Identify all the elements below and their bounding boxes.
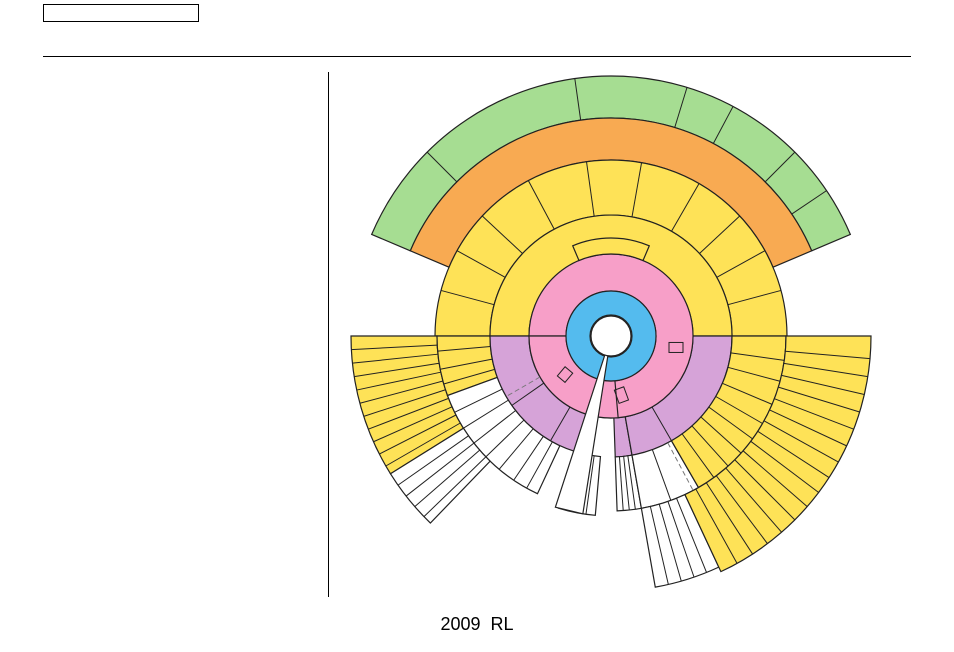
divider-yellow-top-outer-0: [440, 289, 495, 306]
divider-white-left-mid-1: [463, 399, 509, 429]
divider-yellow-right-outer-4: [734, 459, 796, 521]
divider-yellow-right-outer-5: [742, 450, 808, 507]
divider-yellow-right-outer-1: [705, 482, 754, 555]
divider-yellow-right-outer-13: [783, 362, 868, 378]
divider-green-outer-4: [764, 151, 796, 183]
divider-white-left-mid-6: [526, 441, 553, 489]
divider-yellow-left-outer-8: [379, 414, 457, 455]
divider-yellow-left-mid-1: [440, 358, 493, 370]
section-tab-box[interactable]: [43, 4, 199, 22]
divider-white-right-mid-0: [651, 449, 672, 501]
divider-yellow-left-mid-0: [437, 346, 491, 352]
divider-yellow-left-mid-2: [443, 368, 495, 385]
divider-yellow-right-mid-2: [700, 416, 742, 454]
divider-white-left-mid-5: [513, 436, 544, 481]
divider-yellow-right-outer-8: [763, 420, 839, 463]
divider-white-right-outer-3: [676, 498, 707, 573]
segment-blue-ring: [565, 290, 657, 382]
divider-purple-left-1: [550, 406, 571, 442]
divider-yellow-right-outer-2: [715, 475, 768, 544]
divider-yellow-top-outer-4: [586, 161, 595, 217]
divider-white-left-mid-0: [454, 388, 503, 413]
divider-white-left-mid-4: [498, 428, 534, 470]
divider-yellow-right-mid-5: [722, 382, 773, 405]
divider-yellow-top-outer-5: [631, 162, 643, 217]
divider-purple-left-0: [511, 382, 545, 406]
divider-yellow-top-outer-7: [699, 215, 741, 254]
divider-white-bottom-0: [618, 456, 624, 511]
divider-yellow-right-outer-0: [695, 488, 738, 564]
divider-yellow-right-outer-6: [750, 440, 819, 493]
divider-yellow-top-outer-8: [716, 250, 766, 278]
sidebar-divider: [328, 72, 329, 597]
divider-yellow-right-outer-9: [769, 409, 847, 447]
segment-yellow-right-outer: [684, 335, 872, 573]
indicator-square-2: [613, 386, 630, 405]
divider-green-outer-5: [791, 190, 827, 215]
divider-white-bottom-left-2: [585, 455, 595, 515]
segment-white-left-outer: [389, 427, 491, 524]
divider-yellow-top-outer-1: [456, 250, 506, 278]
divider-white-bottom-1: [623, 456, 630, 511]
divider-green-outer-0: [426, 151, 458, 183]
divider-yellow-right-outer-7: [757, 430, 830, 479]
segment-top-tab: [571, 237, 651, 262]
divider-white-right-outer-0: [649, 506, 669, 585]
divider-yellow-left-outer-0: [351, 344, 438, 351]
divider-white-right-outer-1: [658, 504, 682, 582]
divider-yellow-top-outer-9: [727, 289, 782, 306]
divider-yellow-right-mid-1: [691, 425, 729, 467]
divider-yellow-top-outer-2: [481, 215, 523, 254]
header-divider: [43, 56, 911, 57]
dashed-guide-1: [667, 442, 694, 491]
footer-model-year: 2009: [440, 614, 481, 634]
divider-yellow-top-outer-3: [527, 180, 555, 230]
divider-green-outer-1: [574, 78, 582, 121]
divider-yellow-left-outer-2: [354, 362, 440, 378]
divider-white-right-outer-2: [667, 501, 695, 578]
dashed-guide-0: [505, 376, 541, 397]
divider-yellow-right-outer-3: [725, 467, 782, 533]
divider-white-left-outer-2: [414, 449, 481, 507]
divider-yellow-left-outer-7: [373, 406, 453, 443]
footer-caption: 2009 RL: [0, 614, 954, 635]
divider-white-left-outer-0: [397, 435, 469, 486]
divider-yellow-left-outer-6: [368, 397, 449, 430]
divider-yellow-right-mid-0: [681, 433, 715, 478]
divider-yellow-right-mid-3: [708, 406, 753, 440]
divider-white-bottom-2: [627, 455, 636, 510]
divider-yellow-right-outer-11: [778, 386, 860, 413]
divider-yellow-right-mid-4: [715, 396, 763, 424]
wedge-gap: [554, 335, 612, 515]
footer-model-name: RL: [490, 614, 514, 634]
divider-green-outer-2: [674, 87, 688, 128]
divider-white-left-mid-3: [485, 419, 525, 458]
divider-yellow-right-outer-12: [781, 374, 865, 395]
indicator-square-0: [668, 341, 684, 353]
indicator-square-1: [556, 366, 574, 384]
divider-yellow-right-mid-7: [730, 352, 785, 361]
divider-green-outer-3: [712, 106, 734, 144]
divider-yellow-left-outer-3: [356, 371, 441, 391]
divider-yellow-right-outer-10: [774, 398, 854, 430]
divider-white-left-mid-2: [473, 410, 516, 444]
divider-yellow-left-outer-4: [359, 380, 444, 404]
divider-purple-right-0: [651, 406, 672, 442]
divider-yellow-top-outer-6: [671, 183, 700, 232]
divider-yellow-left-outer-1: [352, 353, 439, 364]
divider-yellow-right-mid-6: [727, 366, 781, 382]
divider-white-left-outer-3: [423, 456, 487, 517]
divider-yellow-right-outer-14: [785, 350, 871, 360]
divider-yellow-left-outer-9: [385, 422, 461, 467]
divider-yellow-left-outer-5: [363, 389, 446, 417]
divider-white-left-outer-1: [405, 442, 475, 497]
center-hub: [590, 315, 632, 357]
